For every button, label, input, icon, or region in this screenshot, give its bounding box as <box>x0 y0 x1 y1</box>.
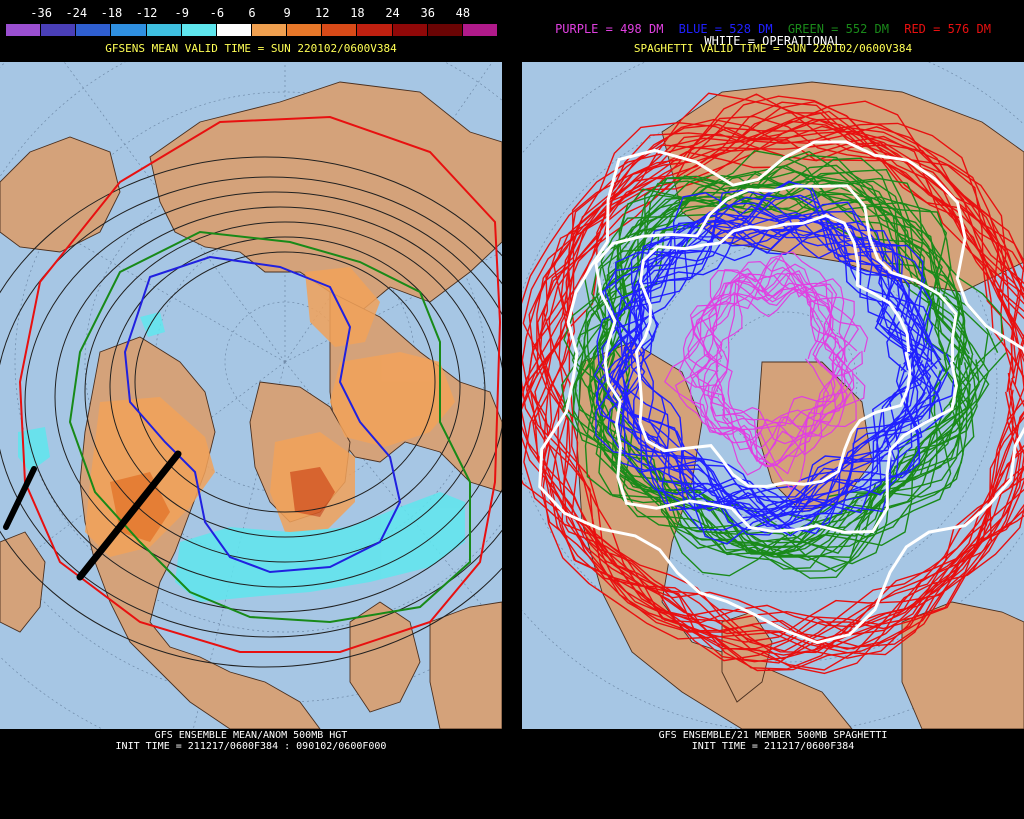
spaghetti-operational-line <box>634 214 912 488</box>
colorbar-swatch <box>251 24 288 36</box>
spaghetti-red-line <box>522 118 1024 664</box>
spaghetti-green-line <box>592 168 978 556</box>
spaghetti-blue-line <box>605 192 916 524</box>
spaghetti-red-line <box>536 100 1024 659</box>
spaghetti-blue-line <box>596 196 925 531</box>
spaghetti-blue-line <box>630 209 934 514</box>
colorbar-label: -12 <box>135 6 158 20</box>
spaghetti-green-line <box>572 177 971 557</box>
colorbar-labels: -36 -24 -18 -12 -9 -6 6 9 12 18 24 36 48 <box>6 6 498 20</box>
spaghetti-blue-line <box>607 217 949 535</box>
legend-purple: PURPLE = 498 DM <box>555 22 664 36</box>
spaghetti-red-line <box>542 135 1024 656</box>
spaghetti-purple-line <box>699 257 848 475</box>
spaghetti-lines <box>522 92 1024 675</box>
spaghetti-operational-line <box>538 140 1024 645</box>
colorbar-label: -18 <box>100 6 123 20</box>
right-caption-line2: INIT TIME = 211217/0600F384 <box>691 741 855 752</box>
colorbar-label: 24 <box>385 6 400 20</box>
right-map-svg <box>522 62 1024 729</box>
spaghetti-red-line <box>522 123 1024 652</box>
right-graticule <box>522 62 1024 729</box>
right-valid-time-title: SPAGHETTI VALID TIME = SUN 220102/0600V3… <box>633 42 913 55</box>
spaghetti-purple-line <box>664 268 848 476</box>
legend-white: WHITE = OPERATIONAL <box>704 34 842 48</box>
left-panel-ensemble-mean: -36 -24 -18 -12 -9 -6 6 9 12 18 24 36 48 GFSENS MEAN… <box>0 0 502 819</box>
spaghetti-purple-line <box>702 283 844 468</box>
spaghetti-blue-line <box>616 195 933 511</box>
spaghetti-blue-line <box>612 214 932 522</box>
spaghetti-red-line <box>543 110 1024 628</box>
right-map <box>522 62 1024 729</box>
legend-blue: BLUE = 528 DM <box>678 22 773 36</box>
colorbar-swatch <box>322 24 358 36</box>
left-height-contours <box>0 156 502 668</box>
left-caption: GFS ENSEMBLE MEAN/ANOM 500MB HGT INIT TI… <box>0 730 502 752</box>
colorbar-label: 36 <box>420 6 435 20</box>
spaghetti-operational-line <box>594 184 959 534</box>
colorbar-swatch <box>146 24 182 36</box>
spaghetti-red-line <box>534 138 1024 663</box>
colorbar-swatch <box>111 24 147 36</box>
colorbar-label: 48 <box>455 6 471 20</box>
colorbar-swatch <box>287 24 323 36</box>
spaghetti-purple-line <box>689 267 836 463</box>
spaghetti-purple-line <box>715 272 857 468</box>
spaghetti-purple-line <box>687 260 855 425</box>
left-map-svg <box>0 62 502 729</box>
colorbar-swatches <box>6 24 498 36</box>
spaghetti-red-line <box>529 122 1024 672</box>
colorbar-swatch <box>181 24 217 36</box>
left-valid-time-title: GFSENS MEAN VALID TIME = SUN 220102/0600… <box>105 42 397 55</box>
spaghetti-blue-line <box>621 224 923 533</box>
left-trough-axis <box>76 450 182 581</box>
left-map <box>0 62 502 729</box>
left-caption-line1: GFS ENSEMBLE MEAN/ANOM 500MB HGT <box>154 730 348 741</box>
colorbar-swatch <box>392 24 428 36</box>
colorbar-label: 12 <box>315 6 330 20</box>
colorbar-swatch <box>462 24 498 36</box>
colorbar-swatch <box>427 24 463 36</box>
colorbar-label: 9 <box>283 6 291 20</box>
right-caption-line1: GFS ENSEMBLE/21 MEMBER 500MB SPAGHETTI <box>658 730 888 741</box>
colorbar-label: -24 <box>65 6 88 20</box>
right-panel-spaghetti: PURPLE = 498 DM BLUE = 528 DM GREEN = 55… <box>522 0 1024 819</box>
colorbar-label: 18 <box>350 6 365 20</box>
colorbar-label: -36 <box>30 6 52 20</box>
anomaly-colorbar: -36 -24 -18 -12 -9 -6 6 9 12 18 24 36 48 <box>6 6 498 36</box>
colorbar-swatch <box>41 24 77 36</box>
right-caption: GFS ENSEMBLE/21 MEMBER 500MB SPAGHETTI I… <box>522 730 1024 752</box>
left-caption-line2: INIT TIME = 211217/0600F384 : 090102/060… <box>115 741 387 752</box>
colorbar-label: -9 <box>174 6 189 20</box>
spaghetti-green-line <box>583 154 1007 555</box>
spaghetti-blue-line <box>612 214 932 511</box>
spaghetti-legend: PURPLE = 498 DM BLUE = 528 DM GREEN = 55… <box>522 22 1024 36</box>
left-trough-axis-west <box>3 466 37 530</box>
spaghetti-red-line <box>525 115 1024 650</box>
spaghetti-blue-line <box>595 217 942 528</box>
left-528-contour <box>123 255 402 574</box>
left-552-contour <box>68 230 471 624</box>
spaghetti-blue-line <box>613 201 955 518</box>
colorbar-swatch <box>216 24 252 36</box>
panel-divider <box>502 0 522 819</box>
spaghetti-green-line <box>563 164 1003 541</box>
colorbar-swatch <box>6 24 42 36</box>
left-576-contour <box>18 115 502 653</box>
colorbar-label: 6 <box>248 6 256 20</box>
spaghetti-red-line <box>523 130 1024 671</box>
legend-red: RED = 576 DM <box>904 22 991 36</box>
colorbar-label: -6 <box>209 6 225 20</box>
colorbar-swatch <box>76 24 112 36</box>
spaghetti-green-line <box>572 175 970 549</box>
colorbar-swatch <box>357 24 393 36</box>
spaghetti-red-line <box>522 119 1024 650</box>
legend-green: GREEN = 552 DM <box>787 22 889 36</box>
